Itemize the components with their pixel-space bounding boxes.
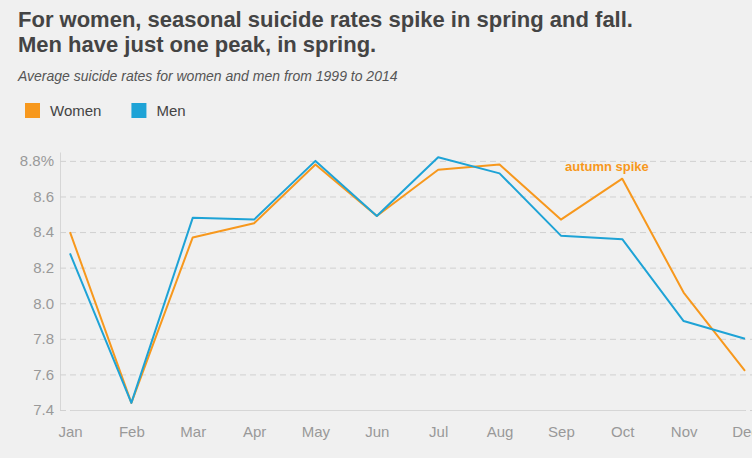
x-tick-label: Mar	[180, 423, 206, 440]
x-tick: Sep	[548, 410, 575, 440]
y-tick-label: 7.4	[33, 401, 54, 418]
legend: Women Men	[25, 102, 186, 119]
legend-label: Men	[156, 102, 185, 119]
legend-swatch	[25, 103, 40, 118]
legend-swatch	[131, 103, 146, 118]
legend-entry: Men	[131, 102, 185, 119]
lines	[70, 157, 745, 403]
grid-line	[60, 196, 752, 197]
title-line: For women, seasonal suicide rates spike …	[18, 7, 633, 32]
x-tick-label: Jan	[58, 423, 82, 440]
x-tick: Dec	[732, 410, 752, 440]
x-tick: Aug	[487, 410, 514, 440]
x-tick: Apr	[243, 410, 266, 440]
x-tick: Feb	[119, 410, 145, 440]
x-tick: Jan	[58, 410, 82, 440]
x-tick-label: Jul	[429, 423, 448, 440]
x-tick: Jul	[429, 410, 448, 440]
title-line: Men have just one peak, in spring.	[18, 32, 376, 57]
x-tick: Mar	[180, 410, 206, 440]
subtitle: Average suicide rates for women and men …	[17, 68, 398, 84]
y-tick-label: 8.8%	[20, 152, 54, 169]
y-tick-label: 8.2	[33, 259, 54, 276]
x-tick-label: Feb	[119, 423, 145, 440]
annotation: autumn spike	[565, 159, 649, 174]
x-tick: May	[302, 410, 331, 440]
grid-line	[60, 410, 752, 411]
x-tick-label: Jun	[365, 423, 389, 440]
grid-line	[60, 232, 752, 233]
x-tick-label: Dec	[732, 423, 752, 440]
y-tick: 7.4	[33, 401, 752, 418]
x-tick-label: Nov	[671, 423, 698, 440]
chart: For women, seasonal suicide rates spike …	[0, 0, 752, 458]
grid-line	[60, 268, 752, 269]
y-axis: 7.4 7.6 7.8 8.0 8.2 8.4 8.6 8.8%	[20, 152, 752, 418]
grid-line	[60, 339, 752, 340]
x-axis-line	[71, 410, 746, 411]
x-tick: Nov	[671, 410, 698, 440]
y-tick-label: 8.6	[33, 188, 54, 205]
y-tick-label: 8.0	[33, 295, 54, 312]
x-tick-label: Aug	[487, 423, 514, 440]
legend-entry: Women	[25, 102, 101, 119]
x-axis: Jan Feb Mar Apr May Jun Jul Aug Sep Oct Nov Dec	[58, 410, 752, 440]
y-tick: 8.0	[33, 295, 752, 312]
legend-label: Women	[50, 102, 101, 119]
x-tick: Oct	[611, 410, 635, 440]
series-line	[70, 157, 745, 403]
x-tick-label: Apr	[243, 423, 266, 440]
x-tick-label: Sep	[548, 423, 575, 440]
y-tick: 8.4	[33, 223, 752, 240]
y-tick: 7.8	[33, 330, 752, 347]
x-tick-label: Oct	[611, 423, 635, 440]
x-tick-label: May	[302, 423, 331, 440]
y-tick-label: 7.8	[33, 330, 54, 347]
grid-line	[60, 374, 752, 375]
y-tick-label: 8.4	[33, 223, 54, 240]
y-axis-line	[60, 153, 61, 411]
title: For women, seasonal suicide rates spike …	[18, 7, 633, 57]
y-tick-label: 7.6	[33, 366, 54, 383]
x-tick: Jun	[365, 410, 389, 440]
